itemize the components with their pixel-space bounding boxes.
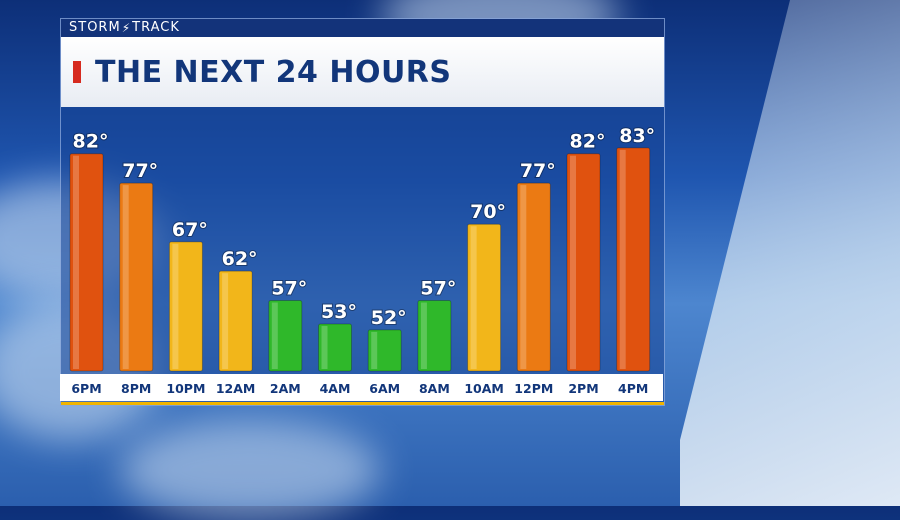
time-axis-tick-label: 8AM xyxy=(419,381,450,396)
bar-highlight xyxy=(470,226,477,369)
time-axis-tick-label: 2PM xyxy=(568,381,598,396)
temperature-label: 83° xyxy=(619,125,655,147)
temperature-label: 67° xyxy=(172,219,208,241)
temperature-label: 57° xyxy=(271,278,307,300)
bar-highlight xyxy=(321,326,328,369)
temperature-bar xyxy=(218,270,253,372)
temperature-label: 82° xyxy=(570,131,606,153)
temperature-label: 70° xyxy=(470,201,506,223)
temperature-bar xyxy=(417,300,452,372)
lightning-icon: ⚡ xyxy=(121,21,132,35)
brand-storm: STORM xyxy=(69,20,121,35)
bar-highlight xyxy=(520,185,527,369)
time-axis-tick-label: 12PM xyxy=(514,381,553,396)
time-axis-tick-label: 6AM xyxy=(369,381,400,396)
bar-highlight xyxy=(172,243,179,369)
time-axis-tick-label: 12AM xyxy=(216,381,256,396)
temperature-label: 82° xyxy=(73,131,109,153)
bar-highlight xyxy=(122,185,129,369)
temperature-bar xyxy=(367,329,402,372)
temperature-label: 57° xyxy=(420,278,456,300)
page-title: THE NEXT 24 HOURS xyxy=(95,54,452,90)
bar-highlight xyxy=(420,302,427,369)
temperature-bar xyxy=(119,182,154,372)
temperature-bar xyxy=(467,223,502,372)
temperature-bar xyxy=(168,241,203,372)
temperature-label: 53° xyxy=(321,301,357,323)
title-accent xyxy=(73,61,81,83)
cloud-decoration xyxy=(120,420,380,520)
temperature-bar xyxy=(69,153,104,372)
time-axis-tick-label: 4AM xyxy=(320,381,351,396)
brand-strip: STORM ⚡ TRACK xyxy=(61,19,664,37)
bar-highlight xyxy=(371,331,378,369)
bar-highlight xyxy=(222,273,229,369)
temperature-bar xyxy=(318,323,352,372)
temperature-label: 62° xyxy=(222,248,258,270)
temperature-label: 77° xyxy=(122,160,158,182)
temperature-label: 77° xyxy=(520,160,556,182)
title-bar: THE NEXT 24 HOURS xyxy=(61,37,664,107)
time-axis-tick-label: 2AM xyxy=(270,381,301,396)
bar-highlight xyxy=(271,302,278,369)
bar-highlight xyxy=(570,155,576,369)
bar-highlight xyxy=(73,155,79,369)
time-axis-background xyxy=(60,374,663,401)
temperature-bar xyxy=(566,153,601,372)
bar-highlight xyxy=(619,149,626,369)
temperature-bar xyxy=(268,300,303,372)
forecast-panel: STORM ⚡ TRACK THE NEXT 24 HOURS xyxy=(60,18,665,406)
temperature-label: 52° xyxy=(371,307,407,329)
time-axis-tick-label: 4PM xyxy=(618,381,648,396)
time-axis-tick-label: 10PM xyxy=(166,381,205,396)
time-axis-tick-label: 6PM xyxy=(71,381,101,396)
glass-panel-decoration xyxy=(680,0,900,506)
time-axis-tick-label: 10AM xyxy=(464,381,504,396)
temperature-bar xyxy=(616,147,651,372)
temperature-bar-chart: 82° 77° 67° 62° 57° 53° 52° 57° 70° 77° 82° 83° 6PM 8… xyxy=(60,124,663,401)
bottom-accent-line xyxy=(61,402,664,405)
temperature-bar xyxy=(516,182,551,372)
time-axis-tick-label: 8PM xyxy=(121,381,151,396)
brand-track: TRACK xyxy=(132,20,180,35)
